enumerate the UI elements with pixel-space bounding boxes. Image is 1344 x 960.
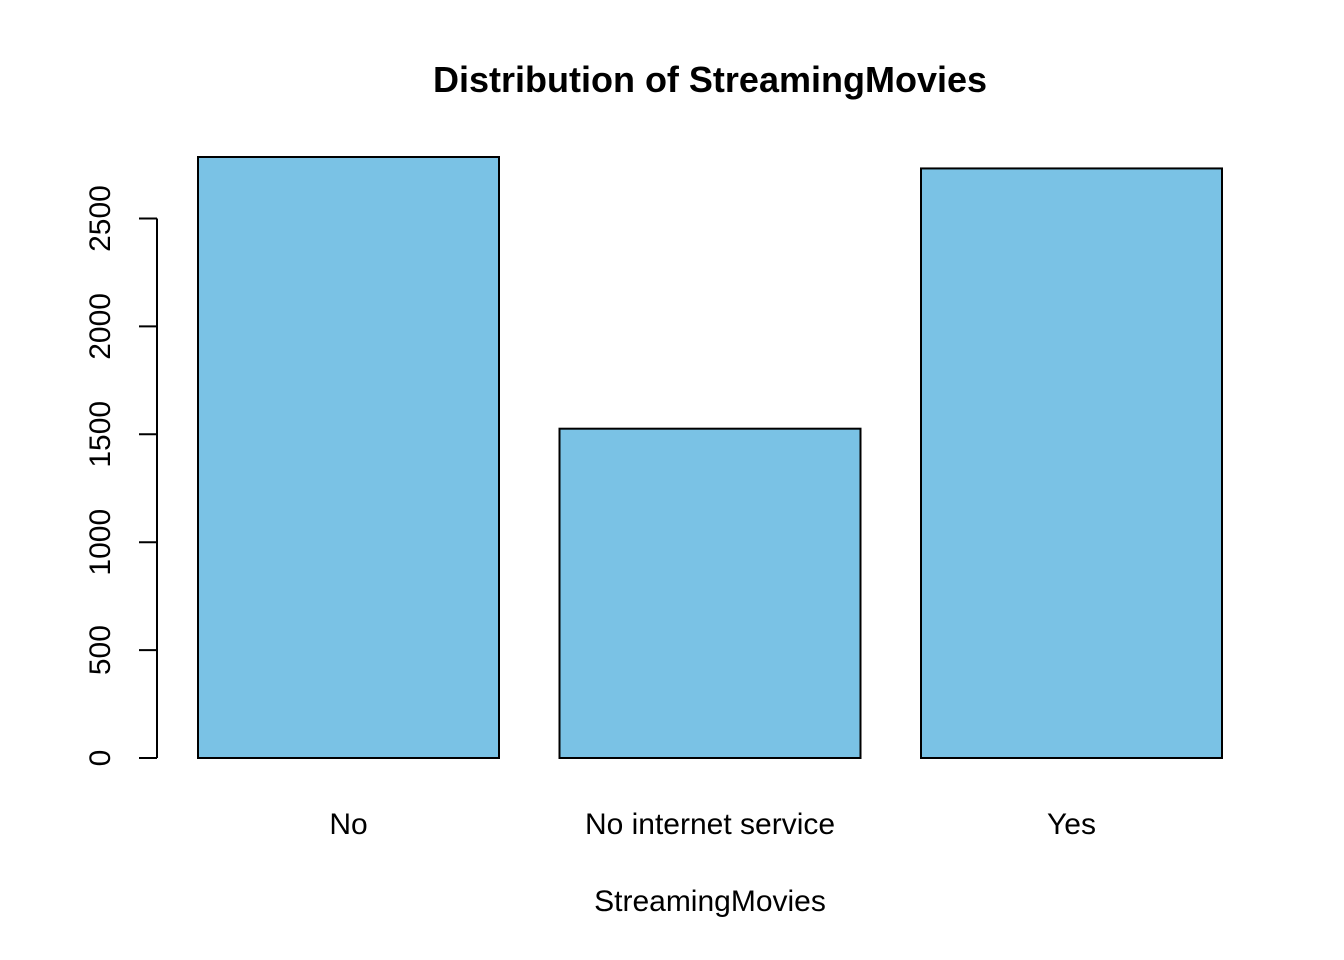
bar-no-internet-service: [558, 427, 862, 759]
x-tick-label: No internet service: [585, 808, 835, 841]
y-tick-label: 500: [84, 625, 117, 675]
bar-yes: [920, 167, 1223, 760]
chart-title: Distribution of StreamingMovies: [433, 59, 987, 100]
bar-no: [197, 156, 500, 759]
y-tick-label: 2500: [84, 185, 117, 252]
x-axis-tick-labels: No No internet service Yes: [329, 808, 1096, 841]
y-tick-label: 1500: [84, 401, 117, 468]
y-axis: 0 500 1000 1500 2000 2500: [84, 185, 158, 767]
x-tick-label: No: [329, 808, 367, 841]
x-tick-label: Yes: [1047, 808, 1096, 841]
y-tick-label: 2000: [84, 293, 117, 360]
y-tick-label: 1000: [84, 509, 117, 576]
bars: [197, 156, 1223, 760]
y-tick-label: 0: [84, 750, 117, 767]
x-axis-label: StreamingMovies: [594, 885, 826, 918]
